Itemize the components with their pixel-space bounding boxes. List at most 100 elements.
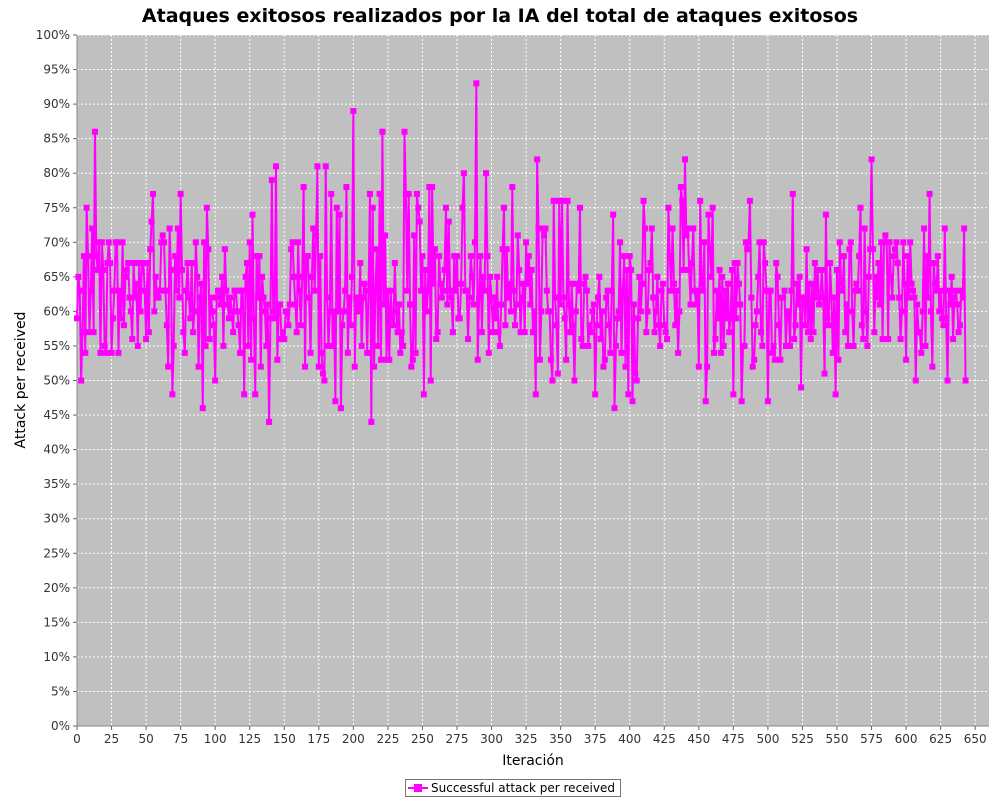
data-point-marker (547, 356, 554, 363)
data-point-marker (677, 184, 684, 191)
data-point-marker (916, 329, 923, 336)
data-point-marker (159, 232, 166, 239)
data-point-marker (625, 391, 632, 398)
data-point-marker (952, 287, 959, 294)
data-point-marker (737, 301, 744, 308)
data-point-marker (842, 329, 849, 336)
data-point-marker (114, 239, 121, 246)
data-point-marker (340, 308, 347, 315)
data-point-marker (80, 253, 87, 260)
data-point-marker (438, 294, 445, 301)
data-point-marker (424, 287, 431, 294)
data-point-marker (224, 301, 231, 308)
data-point-marker (429, 184, 436, 191)
data-point-marker (769, 349, 776, 356)
data-point-marker (824, 315, 831, 322)
data-point-marker (669, 225, 676, 232)
data-point-marker (554, 370, 561, 377)
data-point-marker (191, 308, 198, 315)
data-point-marker (594, 294, 601, 301)
data-point-marker (701, 239, 708, 246)
data-point-marker (864, 342, 871, 349)
data-point-marker (434, 329, 441, 336)
data-point-marker (749, 363, 756, 370)
data-point-marker (565, 301, 572, 308)
data-point-marker (185, 294, 192, 301)
data-point-marker (585, 342, 592, 349)
data-point-marker (284, 308, 291, 315)
data-point-marker (847, 239, 854, 246)
data-point-marker (331, 308, 338, 315)
data-point-marker (125, 260, 132, 267)
data-point-marker (494, 273, 501, 280)
data-point-marker (687, 301, 694, 308)
data-point-marker (650, 294, 657, 301)
x-tick-label: 250 (411, 732, 434, 746)
data-point-marker (364, 349, 371, 356)
data-point-marker (793, 280, 800, 287)
data-point-marker (608, 287, 615, 294)
data-point-marker (629, 398, 636, 405)
data-point-marker (126, 294, 133, 301)
data-point-marker (958, 287, 965, 294)
data-point-marker (89, 225, 96, 232)
data-point-marker (430, 280, 437, 287)
data-point-marker (875, 260, 882, 267)
data-point-marker (724, 280, 731, 287)
data-point-marker (706, 246, 713, 253)
data-point-marker (865, 273, 872, 280)
data-point-marker (518, 294, 525, 301)
data-point-marker (286, 301, 293, 308)
data-point-marker (871, 329, 878, 336)
data-point-marker (885, 336, 892, 343)
data-point-marker (260, 294, 267, 301)
data-point-marker (358, 342, 365, 349)
data-point-marker (673, 287, 680, 294)
data-point-marker (668, 287, 675, 294)
data-point-marker (470, 301, 477, 308)
data-point-marker (130, 260, 137, 267)
data-point-marker (516, 266, 523, 273)
x-tick-label: 475 (722, 732, 745, 746)
data-point-marker (266, 418, 273, 425)
data-point-marker (734, 260, 741, 267)
data-point-marker (220, 342, 227, 349)
data-point-marker (523, 239, 530, 246)
data-point-marker (502, 322, 509, 329)
x-axis-label: Iteración (502, 753, 564, 769)
data-point-marker (853, 280, 860, 287)
data-point-marker (568, 280, 575, 287)
data-point-marker (914, 301, 921, 308)
data-point-marker (733, 315, 740, 322)
data-point-marker (441, 266, 448, 273)
data-point-marker (292, 301, 299, 308)
data-point-marker (792, 322, 799, 329)
data-point-marker (375, 342, 382, 349)
data-point-marker (934, 253, 941, 260)
data-point-marker (76, 287, 83, 294)
data-point-marker (302, 363, 308, 370)
data-point-marker (507, 308, 514, 315)
data-point-marker (162, 287, 169, 294)
data-point-marker (945, 287, 952, 294)
data-point-marker (652, 308, 659, 315)
data-point-marker (836, 239, 843, 246)
data-point-marker (897, 336, 904, 343)
data-point-marker (483, 170, 490, 177)
data-point-marker (872, 273, 879, 280)
data-point-marker (802, 322, 809, 329)
data-point-marker (954, 301, 961, 308)
data-point-marker (923, 253, 930, 260)
data-point-marker (910, 287, 916, 294)
data-point-marker (188, 260, 195, 267)
data-point-marker (281, 336, 288, 343)
data-point-marker (324, 294, 331, 301)
data-point-marker (350, 108, 357, 115)
data-point-marker (147, 246, 154, 253)
data-point-marker (726, 329, 733, 336)
data-point-marker (360, 294, 367, 301)
data-point-marker (553, 322, 560, 329)
data-point-marker (704, 363, 711, 370)
data-point-marker (730, 391, 737, 398)
data-point-marker (659, 280, 666, 287)
